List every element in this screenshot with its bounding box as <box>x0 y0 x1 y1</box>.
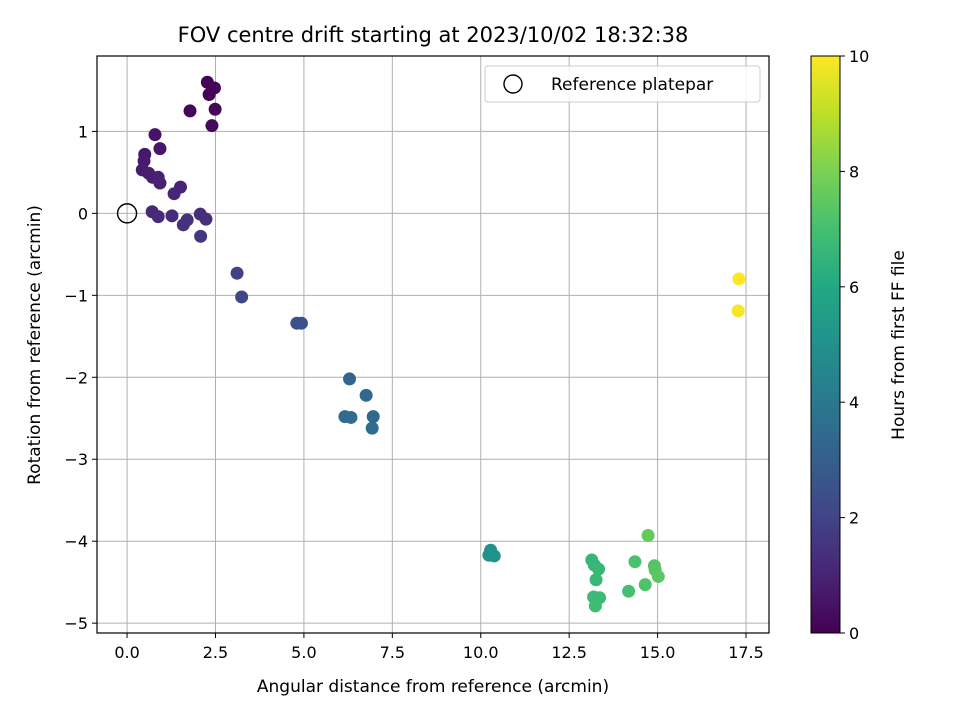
y-tick-label: −4 <box>64 532 88 551</box>
y-tick-label: 1 <box>78 122 88 141</box>
x-tick-label: 5.0 <box>291 643 316 662</box>
colorbar-tick-label: 4 <box>849 393 859 412</box>
data-points <box>135 75 746 613</box>
data-point <box>344 410 358 424</box>
colorbar-ticks: 0 2 4 6 8 10 <box>840 47 869 643</box>
x-tick-label: 10.0 <box>463 643 499 662</box>
colorbar-tick-label: 6 <box>849 278 859 297</box>
x-tick-label: 17.5 <box>728 643 764 662</box>
data-point <box>365 421 379 435</box>
data-point <box>165 209 179 223</box>
x-tick-label: 15.0 <box>640 643 676 662</box>
data-point <box>151 210 165 224</box>
reference-platepar-marker <box>116 203 138 224</box>
y-tick-label: −5 <box>64 614 88 633</box>
y-tick-label: −1 <box>64 286 88 305</box>
data-point <box>343 372 357 386</box>
grid-lines <box>97 56 769 633</box>
data-point <box>628 555 642 569</box>
data-point <box>208 102 222 116</box>
y-axis-ticks: −5 −4 −3 −2 −1 0 1 <box>64 122 97 633</box>
data-point <box>153 176 167 190</box>
data-point <box>153 142 167 156</box>
data-point <box>589 573 603 587</box>
x-tick-label: 2.5 <box>203 643 228 662</box>
colorbar-gradient <box>810 55 841 634</box>
data-point <box>199 212 213 226</box>
x-tick-label: 7.5 <box>380 643 405 662</box>
legend-entry-label: Reference platepar <box>551 75 713 95</box>
colorbar-tick-label: 2 <box>849 509 859 528</box>
legend-box <box>484 65 761 103</box>
data-point <box>588 599 602 613</box>
reference-marker-group <box>116 203 138 224</box>
data-point <box>183 104 197 118</box>
legend-reference-marker <box>503 74 523 94</box>
colorbar-label: Hours from first FF file <box>889 250 909 440</box>
data-point <box>176 218 190 232</box>
data-point <box>294 316 308 330</box>
colorbar-tick-label: 8 <box>849 162 859 181</box>
x-tick-label: 0.0 <box>114 643 139 662</box>
legend: Reference platepar <box>484 65 761 103</box>
data-point <box>641 528 655 542</box>
data-point <box>205 119 219 133</box>
colorbar-tick-label: 10 <box>849 47 869 66</box>
data-point <box>148 128 162 142</box>
data-point <box>731 304 745 318</box>
data-point <box>235 290 249 304</box>
colorbar: 0 2 4 6 8 10 Hours from first FF file <box>810 47 909 643</box>
x-tick-label: 12.5 <box>551 643 587 662</box>
data-point <box>638 578 652 592</box>
plot-area-frame <box>96 55 770 634</box>
data-point <box>592 562 606 576</box>
data-point <box>732 272 746 286</box>
data-point <box>230 266 244 280</box>
y-tick-label: −3 <box>64 450 88 469</box>
x-axis-label: Angular distance from reference (arcmin) <box>257 677 609 697</box>
data-point <box>194 229 208 243</box>
data-point <box>366 410 380 424</box>
data-point <box>202 88 216 102</box>
data-point <box>622 584 636 598</box>
data-point <box>651 569 665 583</box>
data-point <box>487 549 501 563</box>
y-tick-label: 0 <box>78 204 88 223</box>
data-point <box>359 388 373 402</box>
data-point <box>167 187 181 201</box>
chart-title: FOV centre drift starting at 2023/10/02 … <box>178 23 689 47</box>
y-axis-label: Rotation from reference (arcmin) <box>25 205 45 485</box>
y-tick-label: −2 <box>64 368 88 387</box>
colorbar-tick-label: 0 <box>849 624 859 643</box>
x-axis-ticks: 0.0 2.5 5.0 7.5 10.0 12.5 15.0 17.5 <box>114 633 764 662</box>
